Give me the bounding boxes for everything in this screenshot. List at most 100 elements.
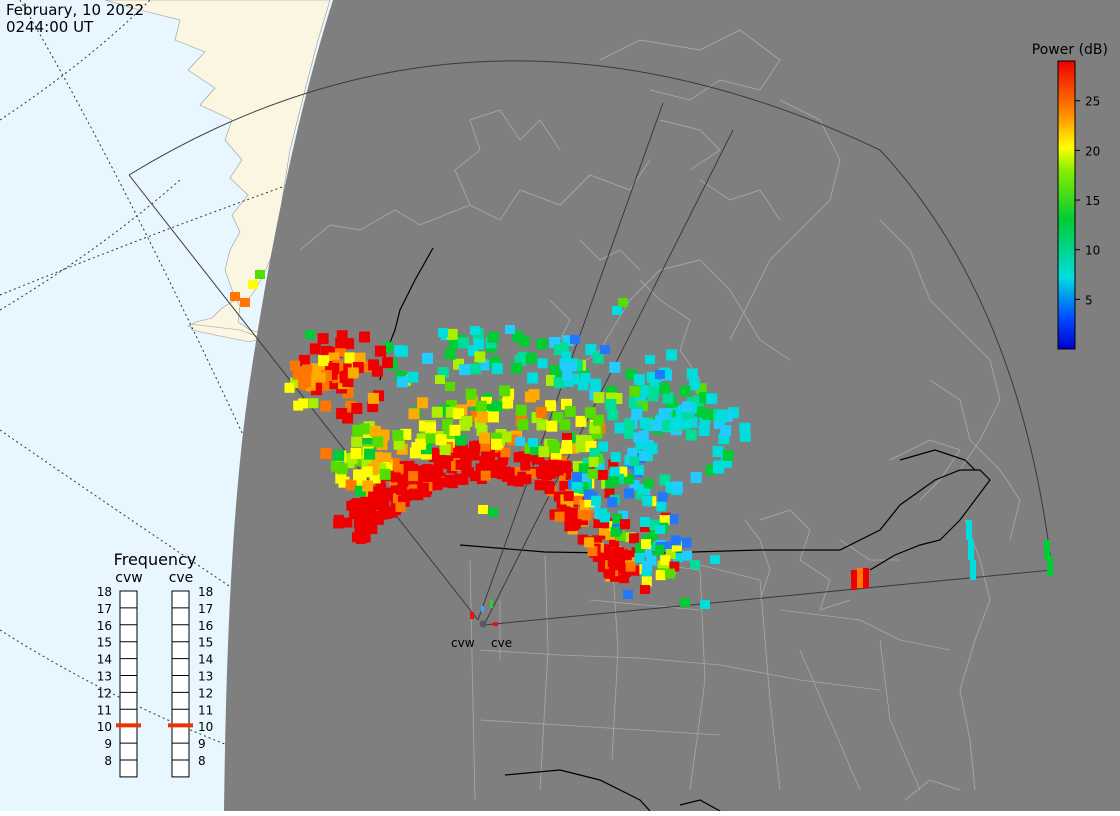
- scatter-cell: [559, 480, 570, 491]
- scatter-cell: [352, 424, 364, 436]
- scatter-cell: [406, 489, 417, 500]
- scatter-cell: [321, 370, 332, 382]
- scatter-cell: [593, 414, 605, 426]
- scatter-cell: [476, 424, 488, 436]
- scatter-cell: [561, 351, 572, 362]
- station-beam-mark: [470, 612, 474, 619]
- frequency-scale-label: 10: [198, 720, 213, 734]
- scatter-cell: [568, 514, 579, 525]
- scatter-cell: [579, 473, 590, 484]
- scatter-cell: [476, 411, 488, 423]
- scatter-cell: [500, 447, 511, 458]
- scatter-cell: [340, 363, 352, 375]
- scatter-cell: [604, 488, 615, 498]
- scatter-cell: [373, 514, 384, 525]
- scatter-cell: [584, 497, 595, 508]
- scatter-cell: [608, 560, 619, 571]
- scatter-cell: [585, 441, 597, 452]
- scatter-cell: [458, 444, 469, 455]
- scatter-cell: [470, 326, 480, 335]
- scatter-cell: [609, 466, 620, 477]
- scatter-cell: [648, 386, 660, 398]
- scatter-cell: [334, 345, 346, 357]
- scatter-cell: [700, 600, 710, 609]
- scatter-cell: [549, 364, 560, 375]
- scatter-cell: [345, 479, 357, 491]
- scatter-cell: [712, 446, 724, 457]
- scatter-cell: [591, 495, 602, 506]
- scatter-cell: [453, 408, 464, 420]
- scatter-cell: [642, 496, 653, 506]
- scatter-cell: [629, 386, 641, 397]
- scatter-cell: [378, 509, 389, 520]
- scatter-cell: [491, 432, 502, 444]
- scatter-cell: [310, 363, 322, 375]
- scatter-cell: [577, 534, 588, 545]
- scatter-cell: [545, 400, 557, 412]
- scatter-cell: [641, 570, 652, 581]
- scatter-cell: [358, 423, 370, 435]
- scatter-cell: [665, 481, 677, 493]
- scatter-cell: [695, 383, 707, 395]
- scatter-cell: [681, 408, 693, 420]
- frequency-scale-label: 14: [198, 653, 213, 667]
- scatter-cell: [659, 515, 670, 526]
- scatter-cell: [710, 555, 720, 564]
- scatter-cell: [593, 392, 605, 404]
- scatter-cell: [390, 485, 401, 496]
- scatter-cell: [485, 461, 496, 472]
- frequency-indicator: [116, 723, 141, 728]
- scatter-cell: [615, 530, 626, 541]
- scatter-cell: [417, 397, 429, 409]
- scatter-cell: [407, 464, 418, 475]
- scatter-cell: [428, 452, 439, 463]
- scatter-cell: [705, 464, 717, 476]
- scatter-cell: [421, 443, 432, 455]
- scatter-cell: [425, 422, 437, 434]
- scatter-cell: [524, 442, 536, 454]
- scatter-cell: [528, 389, 540, 401]
- scatter-cell: [379, 468, 391, 480]
- scatter-cell: [418, 420, 430, 432]
- scatter-cell: [702, 408, 714, 420]
- scatter-cell: [518, 335, 530, 347]
- scatter-cell: [602, 518, 613, 529]
- scatter-cell: [966, 520, 972, 540]
- scatter-cell: [548, 467, 559, 478]
- scatter-cell: [585, 344, 597, 356]
- aleutian-islands: [189, 323, 263, 343]
- scatter-cell: [600, 345, 610, 354]
- scatter-cell: [625, 561, 636, 572]
- scatter-cell: [298, 378, 309, 389]
- scatter-cell: [720, 425, 732, 437]
- scatter-cell: [404, 479, 415, 490]
- scatter-cell: [968, 540, 974, 560]
- scatter-cell: [375, 479, 386, 489]
- scatter-cell: [549, 337, 561, 348]
- scatter-cell: [362, 480, 374, 492]
- scatter-cell: [553, 465, 564, 476]
- scatter-cell: [328, 363, 340, 374]
- scatter-cell: [638, 450, 649, 461]
- station-marker[interactable]: [479, 620, 487, 628]
- scatter-cell: [491, 401, 503, 413]
- scatter-cell: [597, 562, 608, 573]
- scatter-cell: [643, 478, 654, 489]
- scatter-cell: [605, 544, 616, 555]
- scatter-cell: [565, 470, 576, 481]
- scatter-cell: [409, 447, 421, 459]
- scatter-cell: [577, 509, 588, 520]
- scatter-cell: [649, 519, 660, 530]
- scatter-cell: [446, 400, 457, 411]
- scatter-cell: [609, 537, 619, 548]
- scatter-cell: [308, 398, 319, 409]
- scatter-cell: [507, 434, 519, 446]
- scatter-cell: [589, 422, 601, 434]
- scatter-cell: [682, 550, 693, 561]
- scatter-cell: [575, 441, 587, 453]
- scatter-cell: [355, 476, 367, 487]
- scatter-cell: [563, 491, 574, 502]
- scatter-cell: [681, 537, 692, 548]
- scatter-cell: [633, 432, 644, 443]
- scatter-cell: [372, 436, 384, 448]
